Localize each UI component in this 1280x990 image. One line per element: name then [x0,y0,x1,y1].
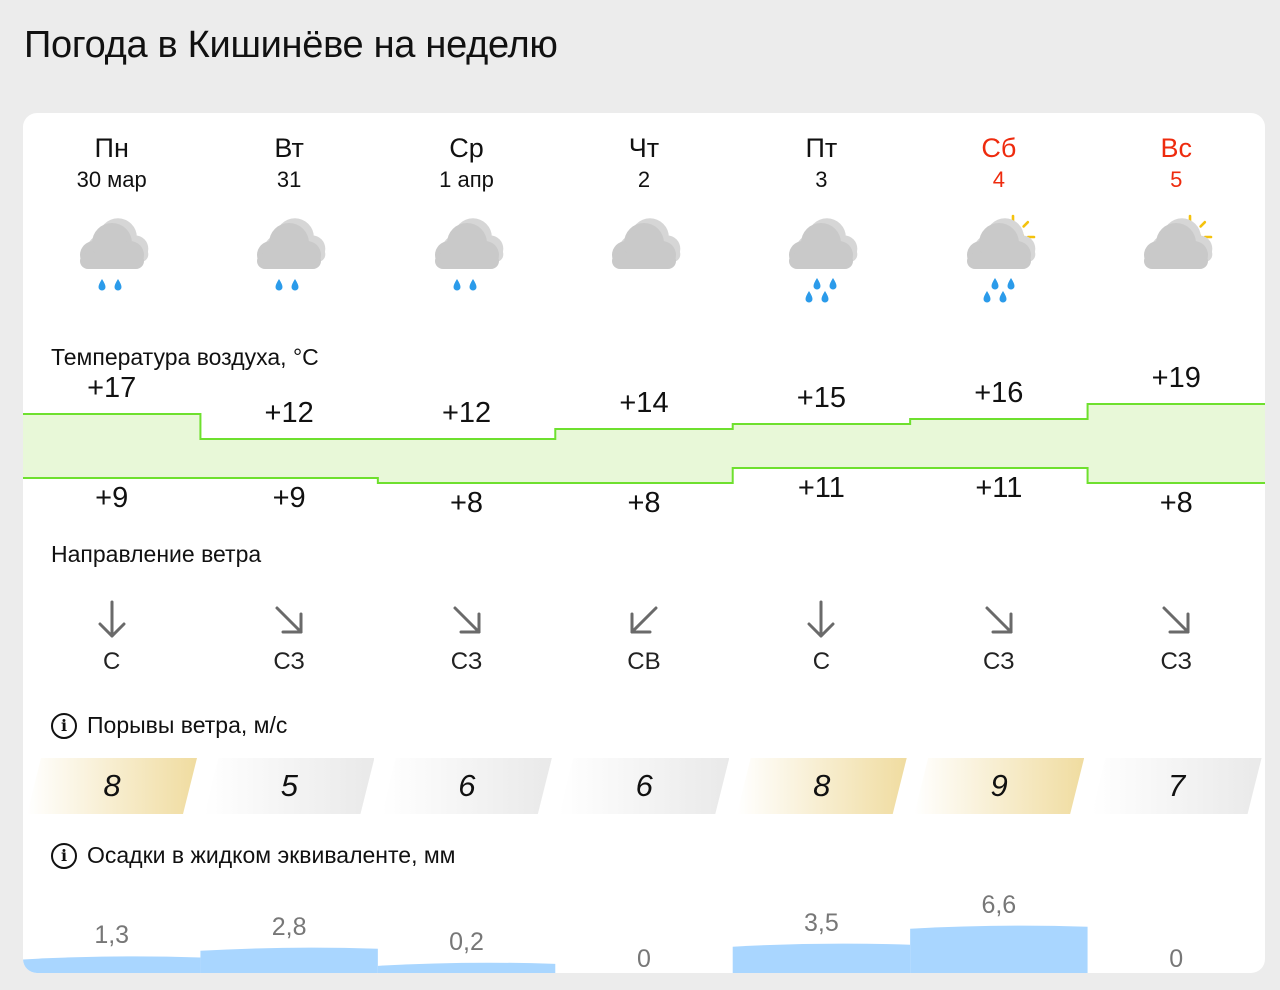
info-icon[interactable]: i [51,842,77,869]
day-date: 3 [815,167,828,192]
day-date: 5 [1170,167,1183,192]
partly-cloudy-rain-icon [910,209,1087,319]
gusts-section-label: i Порывы ветра, м/с [51,712,287,739]
precip-bar [23,956,201,973]
arrow-down-right-icon [200,598,377,642]
temp-min-label: +9 [95,482,129,514]
precip-bar [377,962,556,973]
wind-direction-section-label: Направление ветра [51,541,261,568]
day-name: Вт [274,133,304,163]
arrow-down-right-icon [378,598,555,642]
temp-min-label: +8 [1159,487,1193,519]
gust-cell: 8 [736,758,907,814]
temp-min-label: +8 [450,487,484,519]
gust-value: 6 [635,768,653,803]
arrow-down-left-icon [555,598,732,642]
day-name: Пт [805,133,838,163]
gust-value: 8 [813,768,831,803]
precip-value: 6,6 [981,890,1017,919]
day-date: 31 [276,167,302,192]
day-name: Вс [1160,133,1193,163]
temperature-band [732,424,911,468]
cloudy-rain-icon [23,209,200,319]
gust-cell: 7 [1091,758,1262,814]
temp-max-label: +14 [619,387,669,419]
day-date: 2 [637,167,651,192]
partly-cloudy-icon [1088,209,1265,319]
temp-min-label: +11 [797,472,845,504]
gust-cell: 5 [204,758,375,814]
wind-direction-value: СЗ [1160,648,1193,675]
temp-max-label: +12 [264,397,314,429]
wind-direction-value: С [103,648,121,675]
day-date: 4 [992,167,1005,192]
cloudy-heavy-rain-icon [733,209,910,319]
temperature-band [1087,404,1265,483]
gust-value: 5 [280,768,299,803]
wind-direction-value: СЗ [983,648,1015,675]
precip-value: 3,5 [804,908,839,937]
precip-value: 2,8 [271,912,307,941]
arrow-down-right-icon [910,598,1087,642]
temperature-band [200,439,379,478]
gust-cell: 8 [27,758,197,814]
gust-value: 8 [103,768,121,803]
page-title: Погода в Кишинёве на неделю [24,24,558,66]
day-name: Чт [628,133,660,163]
temperature-band [555,429,734,483]
temp-min-label: +11 [975,472,1023,504]
wind-direction-value: СЗ [273,648,305,675]
gusts-label-text: Порывы ветра, м/с [87,712,288,738]
temp-max-label: +19 [1151,362,1201,394]
temperature-label-text: Температура воздуха, °C [51,344,319,370]
gust-value: 9 [990,768,1008,803]
temp-max-label: +16 [974,377,1024,409]
temp-min-line [23,467,1265,484]
gust-value: 6 [458,768,476,803]
temperature-band [910,419,1089,468]
precip-value: 0 [1169,945,1184,973]
wind-direction-value: СЗ [450,648,483,675]
temperature-band [23,414,201,478]
temp-max-line [23,403,1265,440]
gust-cell: 6 [381,758,552,814]
temp-max-label: +17 [87,372,137,404]
arrow-down-right-icon [1088,598,1265,642]
precip-value: 0 [637,945,651,973]
gust-value: 7 [1167,768,1186,803]
gust-cell: 6 [559,758,730,814]
wind-direction-label-text: Направление ветра [51,541,262,567]
weekly-forecast-card: Температура воздуха, °C Направление ветр… [23,113,1265,973]
precipitation-chart [23,925,1088,973]
info-icon[interactable]: i [51,712,77,739]
temp-max-label: +12 [441,397,492,429]
precip-bar [910,925,1088,973]
cloudy-icon [555,209,732,319]
temp-min-label: +8 [627,487,661,519]
precip-label-text: Осадки в жидком эквиваленте, мм [87,842,456,868]
day-name: Пн [94,133,129,163]
precip-value: 0,2 [449,927,484,956]
precip-section-label: i Осадки в жидком эквиваленте, мм [51,842,455,869]
precip-bar [732,943,911,973]
precip-value: 1,3 [94,921,130,950]
gust-cell: 9 [914,758,1085,814]
temperature-band [377,439,556,483]
temp-max-label: +15 [796,382,846,414]
day-name: Сб [981,133,1017,163]
wind-direction-value: С [812,648,831,675]
temperature-chart [23,403,1265,484]
day-name: Ср [449,133,484,163]
temp-min-label: +9 [272,482,306,514]
arrow-down-icon [23,598,200,642]
day-date: 1 апр [439,167,494,192]
precip-bar [200,947,378,973]
cloudy-rain-icon [200,209,377,319]
temperature-section-label: Температура воздуха, °C [51,344,319,371]
day-date: 30 мар [76,167,147,192]
wind-direction-value: СВ [627,648,661,675]
cloudy-rain-icon [378,209,555,319]
arrow-down-icon [733,598,910,642]
